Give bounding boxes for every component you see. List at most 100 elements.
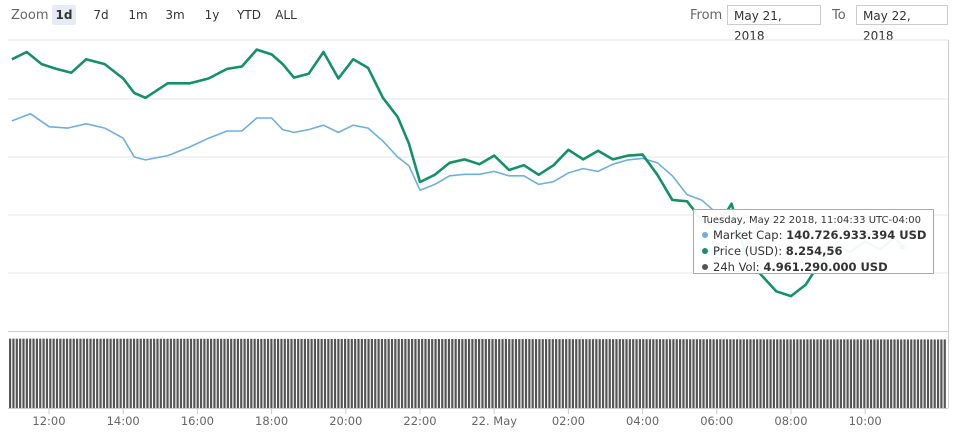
x-tick-label: 14:00	[107, 414, 140, 428]
volume-bar	[916, 339, 920, 408]
x-tick-label: 10:00	[849, 414, 882, 428]
volume-bar	[802, 339, 806, 408]
volume-bar	[836, 339, 839, 408]
volume-bar	[890, 339, 893, 408]
volume-bar	[534, 339, 538, 408]
volume-bar	[863, 339, 866, 408]
volume-bar	[22, 338, 25, 408]
volume-bar	[417, 338, 420, 408]
volume-bar	[193, 338, 196, 408]
volume-bar	[826, 339, 829, 408]
volume-bar	[799, 339, 802, 408]
price-line	[11, 48, 904, 298]
volume-bar	[625, 339, 628, 408]
volume-bar	[880, 339, 883, 408]
volume-bar	[628, 339, 631, 408]
x-tick-label: 04:00	[626, 414, 659, 428]
volume-bar	[457, 339, 461, 408]
volume-bar	[260, 338, 263, 408]
volume-bar	[869, 339, 873, 408]
to-label: To	[832, 8, 846, 23]
volume-bar	[876, 339, 879, 408]
volume-bar	[447, 339, 451, 408]
volume-bar	[176, 338, 179, 408]
volume-bar	[119, 338, 122, 408]
volume-bar	[930, 339, 933, 408]
volume-bar	[273, 338, 276, 408]
volume-bar	[394, 338, 397, 408]
zoom-label: Zoom	[11, 8, 49, 23]
volume-bar	[99, 338, 102, 408]
volume-bar	[86, 338, 89, 408]
volume-bar	[816, 339, 819, 408]
volume-bar	[638, 339, 641, 408]
volume-bar	[823, 339, 826, 408]
volume-bar	[340, 338, 343, 408]
volume-bar	[608, 339, 611, 408]
volume-bar	[173, 338, 176, 408]
volume-bar	[122, 338, 126, 408]
zoom-ytd-button[interactable]: YTD	[237, 8, 261, 22]
zoom-1m-button[interactable]: 1m	[128, 8, 148, 22]
volume-bar	[846, 339, 849, 408]
volume-bar	[839, 339, 842, 408]
volume-bar	[843, 339, 846, 408]
x-tick-label: 16:00	[181, 414, 214, 428]
volume-bar	[900, 339, 903, 408]
zoom-all-button[interactable]: ALL	[275, 8, 297, 22]
volume-bar	[15, 338, 18, 408]
volume-bar	[344, 338, 347, 408]
volume-bar	[829, 339, 832, 408]
volume-bar	[32, 338, 35, 408]
volume-bar	[79, 338, 82, 408]
volume-bar	[601, 339, 605, 408]
volume-bar	[112, 338, 116, 408]
volume-bar	[658, 339, 662, 408]
volume-bar	[575, 339, 578, 408]
tooltip-market-cap-label: Market Cap:	[713, 228, 783, 242]
volume-bar	[511, 339, 514, 408]
volume-bar	[441, 339, 444, 408]
volume-bar	[310, 338, 313, 408]
volume-bar	[333, 338, 337, 408]
volume-bar	[491, 339, 494, 408]
volume-bar	[762, 339, 765, 408]
volume-bar	[514, 339, 518, 408]
x-tick-label: 18:00	[255, 414, 288, 428]
volume-bar	[588, 339, 591, 408]
volume-bar	[545, 339, 548, 408]
volume-bar	[561, 339, 564, 408]
volume-bar	[421, 338, 424, 408]
volume-bar	[213, 338, 216, 408]
volume-bar	[424, 338, 427, 408]
x-axis: 12:00 14:00 16:00 18:00 20:00 22:00 22. May 02:…	[8, 408, 948, 428]
volume-bar	[474, 339, 477, 408]
volume-bar	[766, 339, 769, 408]
zoom-1d-button[interactable]: 1d	[52, 5, 76, 25]
volume-bar	[635, 339, 638, 408]
volume-bar	[735, 339, 739, 408]
volume-bar	[270, 338, 273, 408]
volume-bar	[253, 338, 256, 408]
x-tick-label: 06:00	[700, 414, 733, 428]
volume-bar	[518, 339, 521, 408]
volume-bar	[715, 339, 719, 408]
volume-bar	[739, 339, 742, 408]
volume-bar	[873, 339, 876, 408]
volume-bar	[501, 339, 504, 408]
tooltip-row-market-cap: Market Cap: 140.726.933.394 USD	[702, 227, 926, 243]
zoom-1y-button[interactable]: 1y	[204, 8, 220, 22]
volume-bar	[327, 338, 330, 408]
zoom-7d-button[interactable]: 7d	[93, 8, 109, 22]
volume-bar	[689, 339, 692, 408]
volume-bar	[906, 339, 909, 408]
volume-bar	[779, 339, 782, 408]
volume-bar	[746, 339, 749, 408]
zoom-3m-button[interactable]: 3m	[165, 8, 185, 22]
volume-bar	[605, 339, 608, 408]
volume-bar	[819, 339, 822, 408]
volume-bar	[742, 339, 745, 408]
volume-bar	[102, 338, 105, 408]
volume-bar	[266, 338, 270, 408]
